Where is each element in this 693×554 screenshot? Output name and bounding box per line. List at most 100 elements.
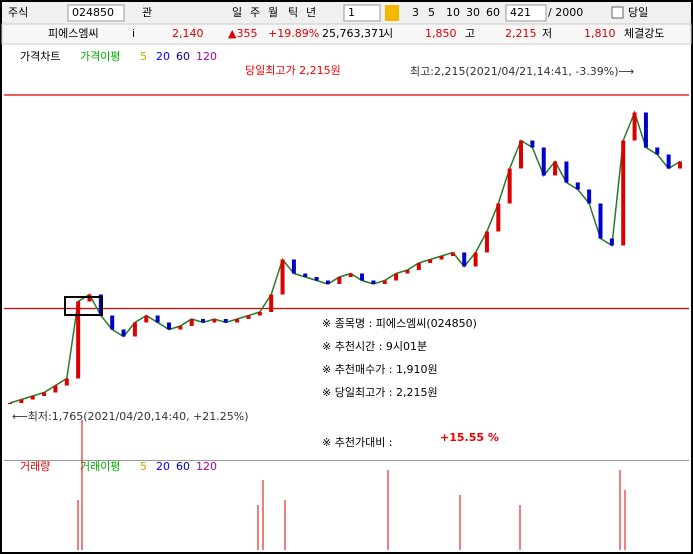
candle: [257, 312, 262, 316]
minute-button[interactable]: 3: [412, 6, 419, 19]
minute-button[interactable]: 5: [428, 6, 435, 19]
minute-button[interactable]: 10: [446, 6, 460, 19]
info-open: 1,850: [425, 27, 457, 40]
legend-item: 가격이평: [80, 50, 120, 63]
market-select[interactable]: 주식: [8, 6, 28, 19]
period-input[interactable]: 1: [348, 6, 355, 19]
candle: [450, 252, 455, 256]
total-text[interactable]: / 2000: [548, 6, 583, 19]
candle: [201, 319, 206, 323]
candle: [235, 319, 240, 323]
candle: [678, 161, 682, 169]
candle: [348, 273, 353, 277]
candle: [223, 319, 228, 323]
candle: [155, 315, 160, 323]
candle: [64, 378, 69, 386]
toolbar-button[interactable]: 관: [142, 6, 152, 19]
candle: [473, 252, 478, 267]
candle: [564, 161, 569, 183]
candle: [8, 403, 12, 404]
panel-divider: [4, 460, 689, 461]
volume-legend-item: 거래이평: [80, 460, 120, 473]
candle: [110, 315, 115, 330]
candle: [98, 294, 103, 316]
info-volume: 25,763,371: [322, 27, 385, 40]
toolbar-button[interactable]: 년: [306, 6, 316, 19]
candle: [291, 259, 296, 274]
candle: [541, 147, 546, 176]
info-low: 1,810: [584, 27, 616, 40]
code-box: [67, 4, 125, 22]
candle: [553, 161, 558, 176]
candle: [178, 326, 183, 330]
count-input[interactable]: 421: [510, 6, 531, 19]
recommendation-result: +15.55 %: [440, 431, 499, 444]
candle: [462, 252, 467, 267]
legend-item: 60: [176, 50, 190, 63]
toolbar-button[interactable]: 월: [268, 6, 278, 19]
candle: [609, 238, 614, 246]
candle: [30, 396, 35, 400]
toolbar-button[interactable]: 주: [250, 6, 260, 19]
candle: [371, 280, 376, 284]
volume-legend-item: 거래량: [20, 460, 50, 473]
candle: [394, 273, 399, 281]
candle: [132, 322, 137, 337]
candle: [621, 140, 626, 246]
code-input[interactable]: 024850: [72, 6, 114, 19]
info-price: 2,140: [172, 27, 204, 40]
candle: [189, 319, 194, 326]
candle: [269, 294, 274, 312]
chart-title: 당일최고가 2,215원: [245, 63, 341, 77]
period-box: [343, 4, 381, 22]
minute-button[interactable]: 60: [486, 6, 500, 19]
candle: [382, 280, 387, 284]
info-high-label: 고: [465, 27, 475, 40]
toolbar-button[interactable]: 일: [232, 5, 242, 19]
info-change: ▲355: [228, 27, 257, 40]
info-strength: 체결강도: [624, 27, 664, 40]
candle: [666, 154, 671, 169]
candle: [360, 273, 365, 281]
candle: [246, 315, 251, 319]
volume-legend-item: 5: [140, 460, 147, 473]
info-bar: [1, 23, 692, 45]
candle: [587, 189, 592, 204]
candle: [530, 140, 535, 148]
candle: [121, 329, 126, 337]
toolbar-button[interactable]: 틱: [288, 6, 298, 19]
high-note: 최고:2,215(2021/04/21,14:41, -3.39%)⟶: [410, 65, 635, 78]
candle: [507, 168, 512, 204]
low-note: ⟵최저:1,765(2021/04/20,14:40, +21.25%): [12, 410, 249, 423]
volume-legend-item: 20: [156, 460, 170, 473]
info-open-label: 시: [383, 27, 393, 40]
candle: [76, 301, 81, 379]
legend-item: 5: [140, 50, 147, 63]
recommendation-line: ※ 추천시간 : 9시01분: [322, 339, 427, 353]
volume-legend-item: 60: [176, 460, 190, 473]
candle: [53, 385, 58, 393]
volume-legend-item: 120: [196, 460, 217, 473]
info-name: 피에스엠씨: [48, 27, 99, 40]
count-box: [505, 4, 547, 22]
candle: [484, 231, 489, 253]
candle: [325, 280, 330, 284]
candle: [337, 277, 342, 284]
period-icon: [385, 5, 399, 21]
candle: [496, 203, 501, 232]
candle: [166, 322, 171, 330]
minute-button[interactable]: 30: [466, 6, 480, 19]
today-check[interactable]: [611, 6, 624, 19]
highlight-box: [64, 296, 103, 316]
recommendation-line: ※ 당일최고가 : 2,215원: [322, 385, 438, 399]
candle: [144, 315, 149, 323]
candle: [655, 147, 660, 155]
candle: [643, 112, 648, 148]
recommendation-line: ※ 추천매수가 : 1,910원: [322, 362, 438, 376]
candle: [19, 399, 24, 403]
candle: [280, 259, 285, 295]
candle: [42, 392, 47, 396]
candle: [575, 182, 580, 190]
